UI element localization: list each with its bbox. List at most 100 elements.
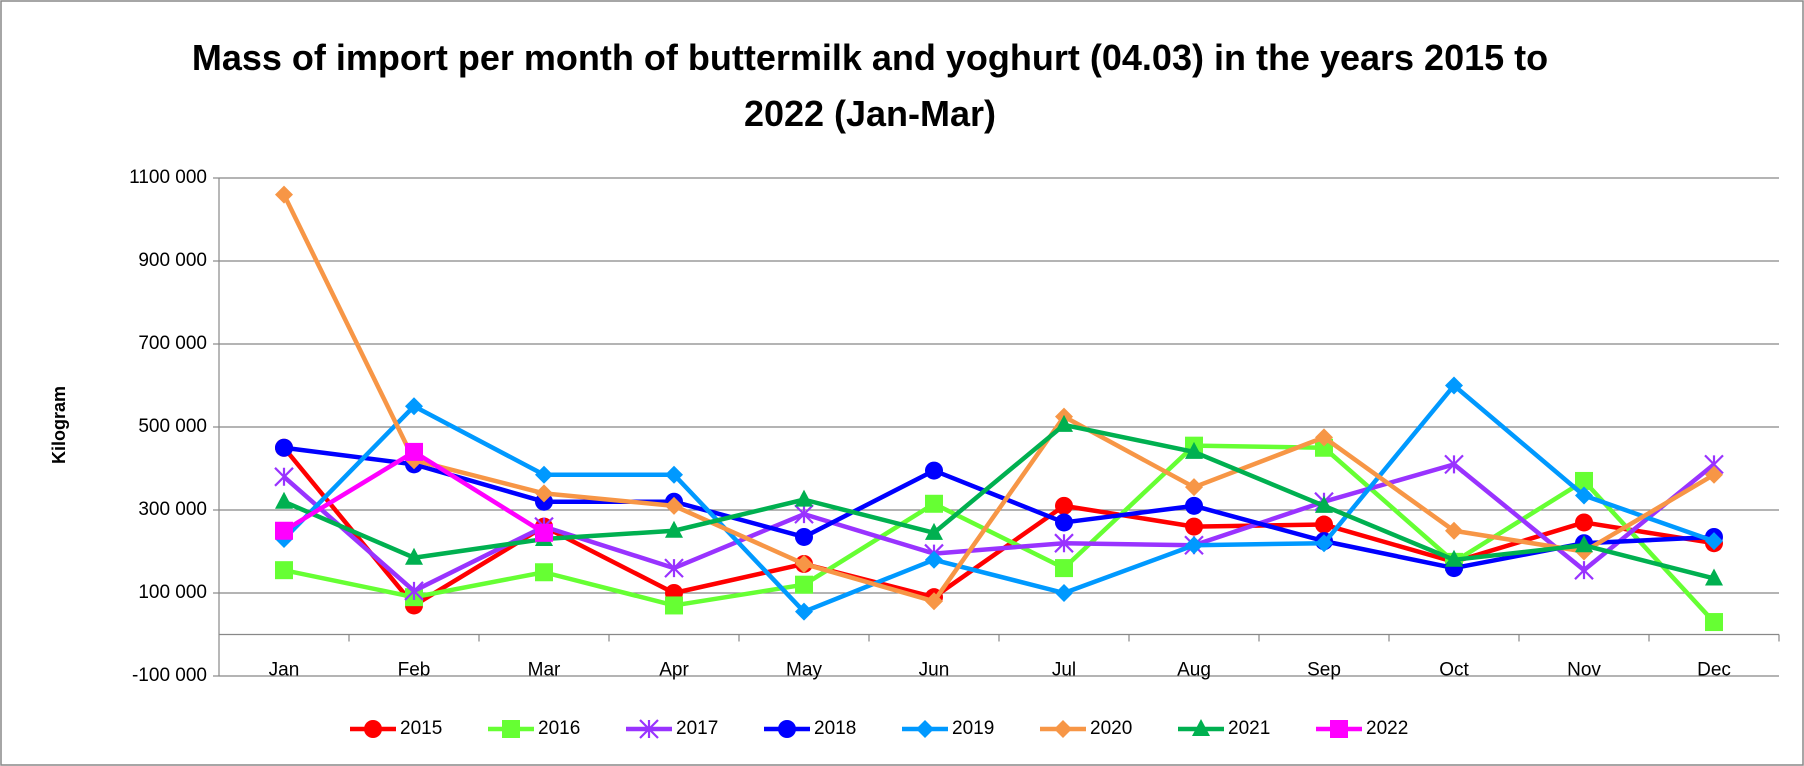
point <box>795 554 813 573</box>
y-tick-label: 1100 000 <box>129 167 207 188</box>
point <box>795 527 813 546</box>
legend-label: 2017 <box>676 718 718 739</box>
point <box>1575 486 1593 505</box>
y-tick-label: 900 000 <box>138 250 207 271</box>
y-tick-label: 300 000 <box>138 499 207 520</box>
point <box>665 465 683 484</box>
point <box>1054 720 1072 738</box>
y-axis-label: Kilogram <box>49 386 69 464</box>
point <box>925 550 943 569</box>
point <box>1055 496 1073 515</box>
point <box>795 489 813 507</box>
point <box>1330 720 1348 738</box>
point <box>1575 513 1593 532</box>
chart-title: Mass of import per month of buttermilk a… <box>191 37 1549 134</box>
point <box>405 442 423 461</box>
x-tick-label: Jun <box>919 660 950 681</box>
point <box>405 547 423 565</box>
legend-item: 2021 <box>1178 718 1270 739</box>
point <box>1445 549 1463 567</box>
point <box>1444 454 1464 475</box>
point <box>639 719 659 739</box>
point <box>778 720 796 738</box>
point <box>664 558 684 578</box>
point <box>1315 495 1333 513</box>
point <box>1315 515 1333 534</box>
x-tick-label: Jan <box>269 660 300 681</box>
point <box>535 484 553 503</box>
legend-item: 2019 <box>902 718 994 739</box>
point <box>665 496 683 515</box>
point <box>1185 536 1203 555</box>
legend-label: 2015 <box>400 718 442 739</box>
point <box>275 561 293 580</box>
point <box>275 521 293 540</box>
point <box>1055 414 1073 432</box>
point <box>1185 517 1203 536</box>
point <box>665 520 683 538</box>
legend-label: 2022 <box>1366 718 1408 739</box>
point <box>1575 535 1593 553</box>
y-tick-label: 100 000 <box>138 582 207 603</box>
point <box>1315 428 1333 447</box>
legend-label: 2019 <box>952 718 994 739</box>
point <box>275 185 293 204</box>
point <box>1054 533 1074 553</box>
point <box>925 494 943 513</box>
legend-item: 2017 <box>626 718 718 739</box>
line <box>282 383 1715 614</box>
x-tick-label: Mar <box>528 660 561 681</box>
point <box>1185 496 1203 515</box>
line <box>283 422 1715 581</box>
series <box>274 454 1724 601</box>
point <box>1705 568 1723 586</box>
point <box>1192 719 1210 736</box>
series <box>275 376 1723 621</box>
legend-item: 2022 <box>1316 718 1408 739</box>
point <box>665 596 683 615</box>
series <box>275 414 1723 586</box>
x-tick-label: Nov <box>1567 660 1601 681</box>
point <box>1185 441 1203 459</box>
point <box>916 720 934 738</box>
y-tick-label: 500 000 <box>138 416 207 437</box>
point <box>795 575 813 594</box>
x-tick-label: Apr <box>659 660 689 681</box>
point <box>1705 613 1723 632</box>
y-tick-label: -100 000 <box>132 665 207 686</box>
point <box>405 397 423 416</box>
x-tick-label: May <box>786 660 822 681</box>
legend-label: 2018 <box>814 718 856 739</box>
point <box>925 592 943 611</box>
y-tick-label: 700 000 <box>138 333 207 354</box>
point <box>1055 584 1073 602</box>
line <box>283 445 1715 571</box>
point <box>274 467 294 487</box>
point <box>535 465 553 484</box>
x-tick-label: Dec <box>1697 660 1731 681</box>
legend-label: 2016 <box>538 718 580 739</box>
legend-item: 2015 <box>350 718 442 739</box>
point <box>1705 465 1723 484</box>
x-tick-label: Sep <box>1307 660 1341 681</box>
point <box>925 461 943 480</box>
point <box>275 491 293 509</box>
legend-item: 2018 <box>764 718 856 739</box>
x-tick-label: Jul <box>1052 660 1076 681</box>
point <box>1574 560 1594 580</box>
point <box>795 602 813 621</box>
x-tick-label: Aug <box>1177 660 1211 681</box>
line <box>281 193 1716 604</box>
point <box>794 504 814 524</box>
point <box>1705 532 1723 551</box>
point <box>404 581 424 601</box>
legend-label: 2021 <box>1228 718 1270 739</box>
point <box>1055 559 1073 578</box>
point <box>1055 513 1073 532</box>
point <box>1185 478 1203 497</box>
point <box>1445 376 1463 395</box>
line <box>282 462 1716 594</box>
